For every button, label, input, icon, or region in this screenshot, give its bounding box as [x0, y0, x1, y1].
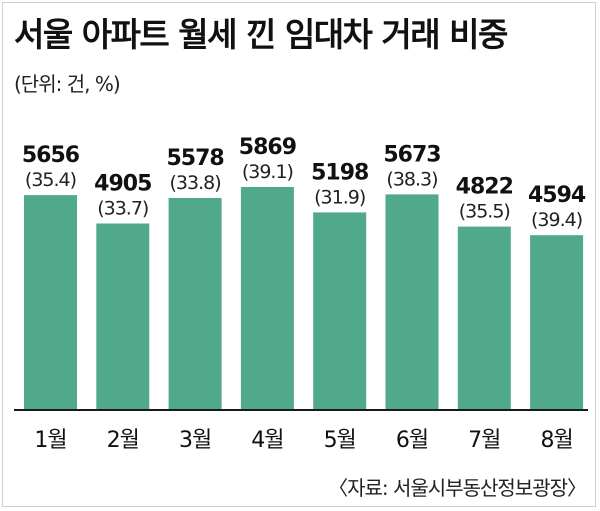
chart-frame	[2, 2, 596, 507]
bars-layer	[24, 187, 584, 409]
value-label-5: 5198	[311, 160, 368, 185]
share-label-1: (35.4)	[25, 169, 76, 191]
share-label-2: (33.7)	[97, 198, 148, 220]
value-label-1: 5656	[22, 143, 80, 168]
value-label-7: 4822	[456, 175, 513, 200]
share-label-4: (39.1)	[242, 161, 293, 183]
category-label-6: 6월	[396, 428, 428, 453]
value-label-8: 4594	[528, 183, 586, 208]
bar-6	[385, 194, 439, 409]
bar-5	[313, 212, 367, 409]
category-label-1: 1월	[34, 428, 66, 453]
category-label-5: 5월	[324, 428, 356, 453]
value-label-6: 5673	[383, 142, 440, 167]
category-label-4: 4월	[251, 428, 283, 453]
share-label-7: (35.5)	[459, 201, 510, 223]
share-label-8: (39.4)	[531, 209, 582, 231]
share-label-6: (38.3)	[386, 168, 437, 190]
category-label-8: 8월	[540, 428, 572, 453]
category-label-2: 2월	[107, 428, 139, 453]
value-label-4: 5869	[239, 135, 296, 160]
chart-title: 서울 아파트 월세 낀 임대차 거래 비중	[14, 15, 508, 54]
category-label-3: 3월	[179, 428, 211, 453]
bar-7	[457, 226, 511, 409]
bar-1	[24, 195, 77, 409]
share-label-5: (31.9)	[314, 186, 365, 208]
value-label-3: 5578	[166, 146, 223, 171]
bar-4	[240, 187, 294, 409]
unit-label: (단위: 건, %)	[14, 72, 121, 96]
bar-2	[96, 223, 150, 409]
value-label-2: 4905	[94, 172, 151, 197]
bar-8	[530, 235, 584, 409]
share-label-3: (33.8)	[170, 172, 221, 194]
category-label-7: 7월	[468, 428, 500, 453]
bar-3	[168, 198, 222, 409]
source-note: 〈자료: 서울시부동산정보광장〉	[328, 476, 587, 500]
labels-layer: 5656(35.4) 1월 4905(33.7) 2월 5578(33.8) 3월 5869…	[22, 135, 587, 453]
